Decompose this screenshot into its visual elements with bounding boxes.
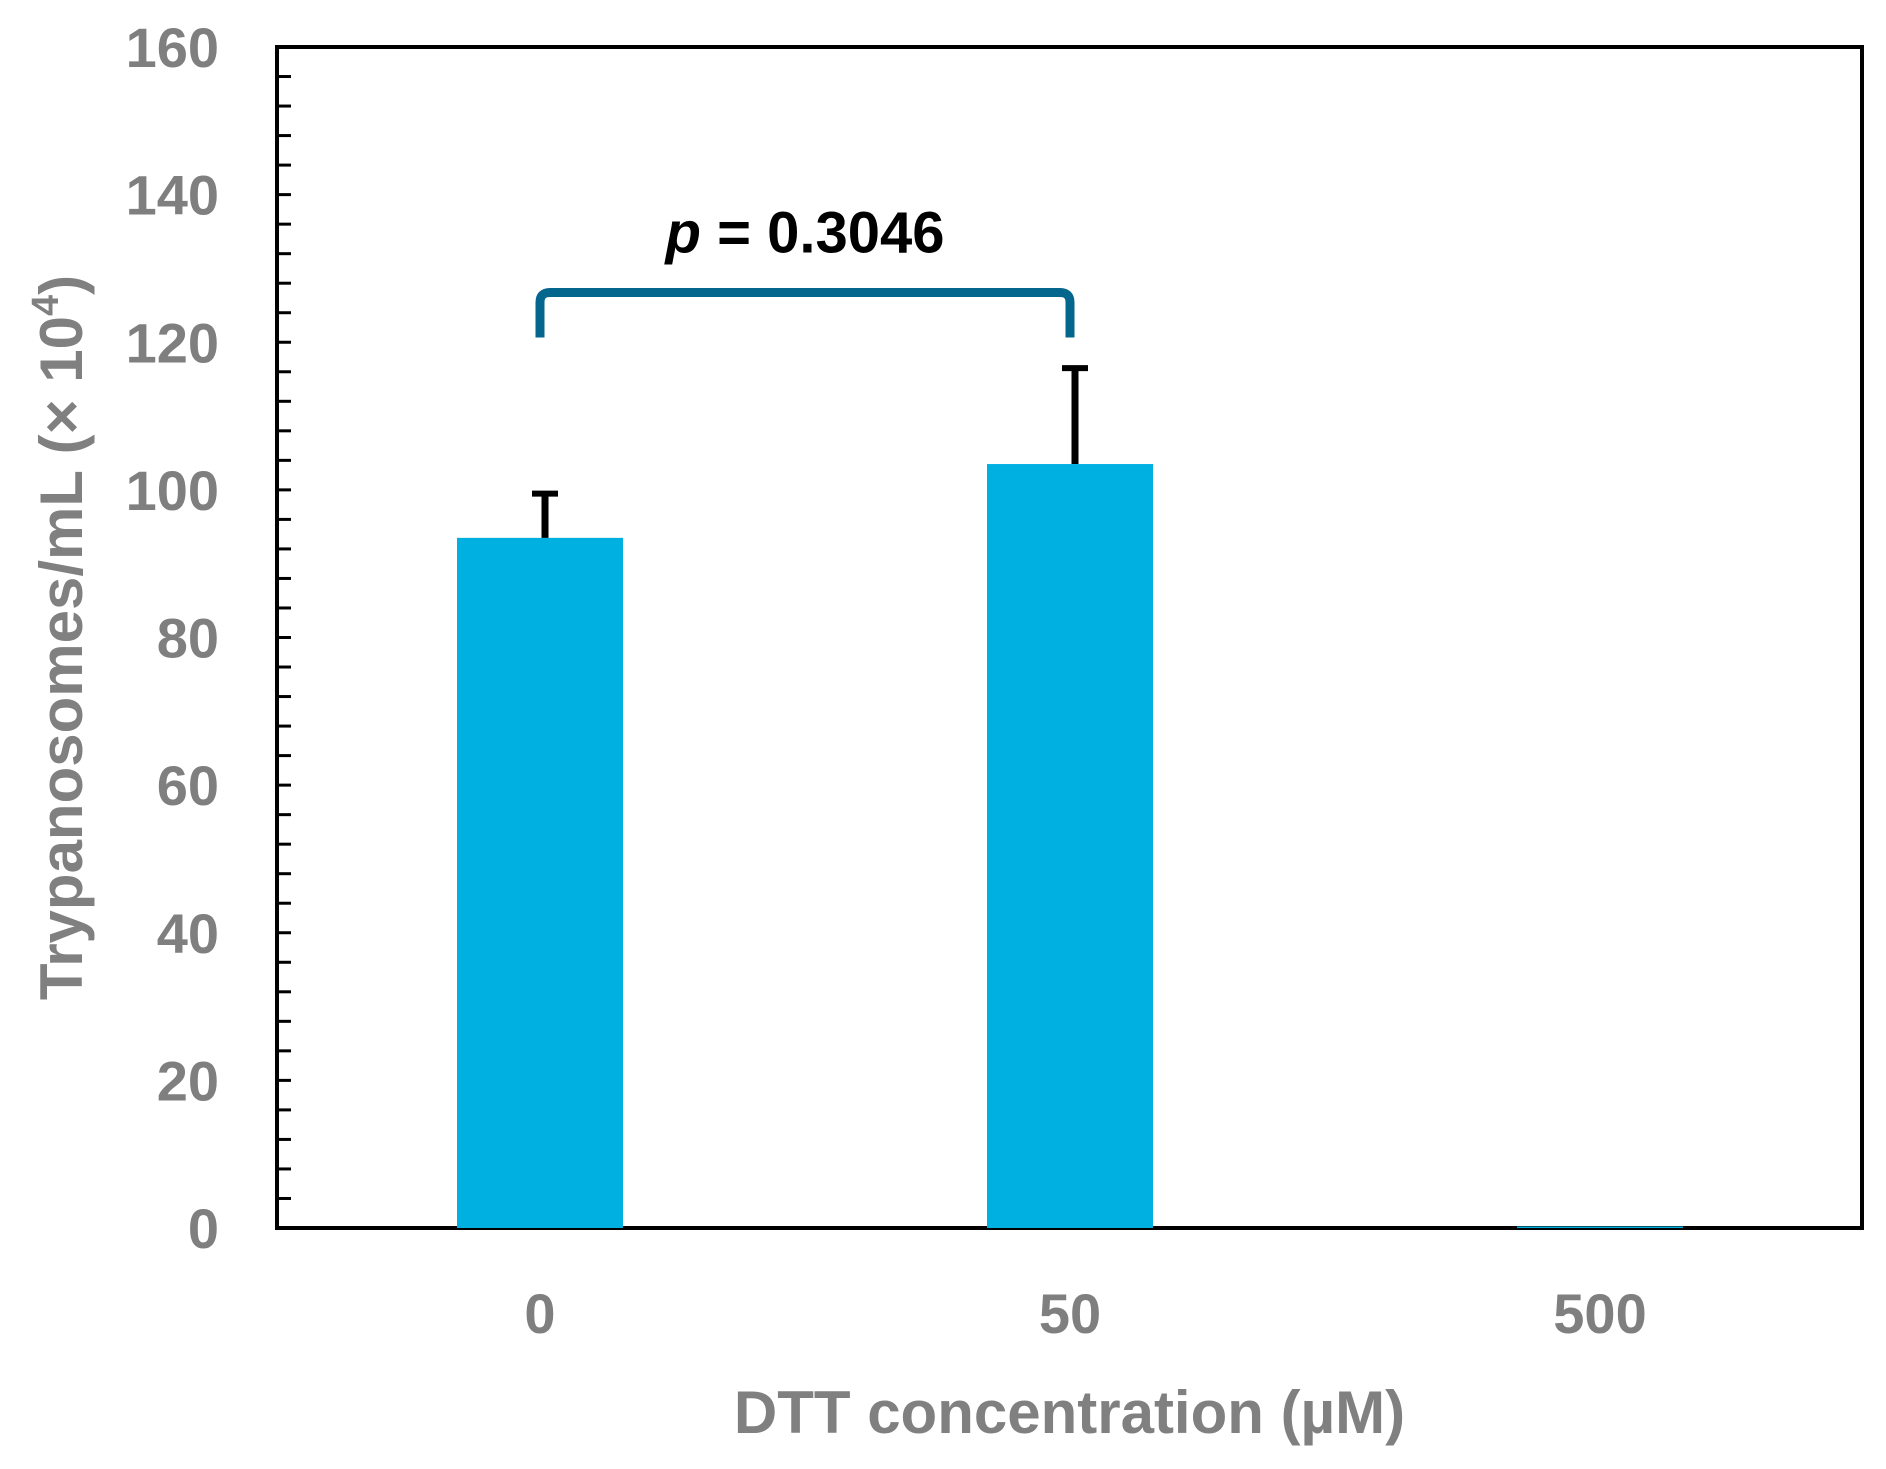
y-tick-label: 160 xyxy=(126,16,219,79)
x-tick-label: 50 xyxy=(1039,1282,1101,1345)
bar-50 xyxy=(987,464,1153,1228)
error-bars-layer xyxy=(532,365,1088,538)
bars-layer xyxy=(457,464,1683,1228)
y-tick-label: 40 xyxy=(157,902,219,965)
x-tick-label: 0 xyxy=(524,1282,555,1345)
y-axis-title-end: ) xyxy=(28,275,95,295)
tick-labels-layer: 0 20 40 60 80 100 120 140 160 0 50 500 xyxy=(126,16,1647,1345)
significance-bracket xyxy=(535,287,1075,338)
x-axis-title: DTT concentration (µM) xyxy=(734,1379,1405,1446)
y-tick-label: 60 xyxy=(157,754,219,817)
y-axis-title: Trypanosomes/mL (× 104) xyxy=(25,275,95,1000)
y-tick-label: 120 xyxy=(126,311,219,374)
x-tick-label: 500 xyxy=(1553,1282,1646,1345)
bar-0 xyxy=(457,537,623,1228)
y-tick-label: 0 xyxy=(188,1197,219,1260)
y-tick-label: 140 xyxy=(126,164,219,227)
y-axis-title-main: Trypanosomes/mL (× 10 xyxy=(28,316,95,1000)
p-value-symbol: p xyxy=(664,200,701,265)
y-tick-label: 80 xyxy=(157,607,219,670)
significance-bracket-layer xyxy=(535,287,1075,338)
y-tick-label: 100 xyxy=(126,459,219,522)
y-axis-title-exponent: 4 xyxy=(25,295,67,316)
p-value-text: = 0.3046 xyxy=(701,200,945,265)
p-value-annotation: p = 0.3046 xyxy=(664,200,945,265)
y-tick-label: 20 xyxy=(157,1049,219,1112)
bar-500 xyxy=(1517,1226,1683,1228)
